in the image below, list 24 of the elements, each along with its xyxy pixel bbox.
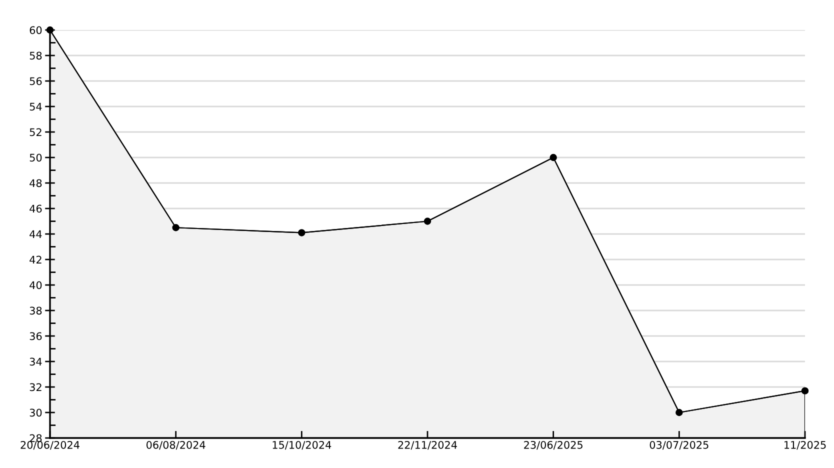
y-tick-label: 42 [30,256,42,264]
x-tick-label: 22/11/2024 [398,440,457,450]
y-tick-label: 28 [30,434,42,442]
y-tick-label: 50 [30,154,42,162]
y-tick-label: 38 [30,306,42,315]
y-tick-label: 52 [30,128,42,136]
y-tick-label: 34 [30,358,42,366]
x-tick-label: 20/06/2024 [20,440,80,450]
x-tick-label: 15/10/2024 [272,440,332,450]
y-tick-label: 48 [30,179,42,188]
y-tick-label: 44 [30,230,42,238]
y-tick-label: 46 [30,204,42,213]
y-tick-label: 56 [30,77,42,86]
y-tick-label: 58 [30,52,42,60]
y-tick-label: 54 [30,102,42,111]
y-tick-label: 60 [30,26,42,34]
x-tick-label: 11/2025 [784,440,826,450]
y-tick-label: 32 [30,383,42,392]
y-tick-label: 36 [30,332,42,340]
x-tick-label: 03/07/2025 [650,440,708,450]
x-tick-label: 06/08/2024 [146,440,206,450]
x-tick-label: 23/06/2025 [524,440,582,450]
y-tick-label: 30 [30,408,42,417]
y-tick-label: 40 [30,281,42,290]
